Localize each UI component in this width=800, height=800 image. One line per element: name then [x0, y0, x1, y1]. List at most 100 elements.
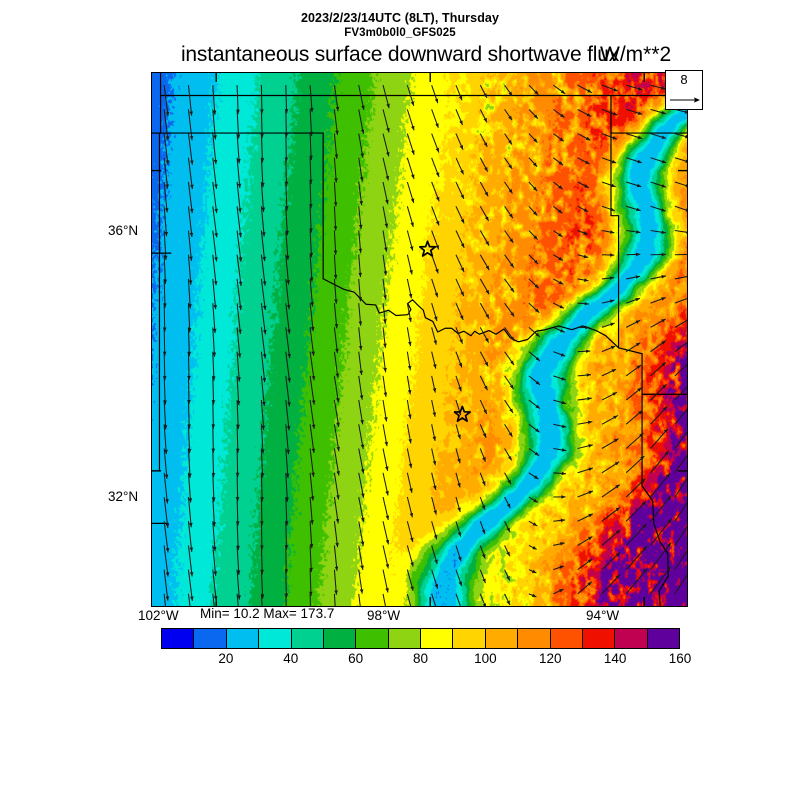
- wind-vector-head: [336, 422, 340, 427]
- wind-vector-head: [432, 436, 437, 442]
- wind-vector-head: [164, 449, 168, 455]
- wind-vector-head: [458, 386, 462, 392]
- wind-vector: [187, 85, 193, 116]
- wind-vector-head: [506, 576, 510, 581]
- wind-vector-head: [358, 224, 363, 230]
- wind-vector: [212, 424, 214, 453]
- wind-vector-head: [560, 542, 565, 546]
- wind-vector-head: [262, 256, 267, 262]
- wind-vector-head: [334, 566, 339, 571]
- wind-vector: [333, 472, 340, 500]
- wind-vector: [358, 496, 365, 523]
- wind-vector: [333, 327, 338, 354]
- wind-vector-head: [411, 125, 415, 131]
- wind-vector-head: [262, 281, 267, 286]
- wind-vector: [285, 327, 291, 359]
- wind-vector: [674, 319, 687, 328]
- lon-tick-98w: 98°W: [367, 608, 401, 623]
- wind-vector: [309, 85, 313, 113]
- wind-vector-head: [531, 569, 537, 574]
- wind-vector-head: [262, 401, 266, 407]
- wind-vector-head: [165, 499, 169, 504]
- wind-vector: [285, 278, 290, 310]
- wind-vector-head: [559, 565, 565, 570]
- wind-vector-head: [383, 367, 387, 373]
- wind-vector: [187, 109, 193, 141]
- colorbar-swatch-10: [485, 629, 519, 648]
- wind-vector-head: [286, 304, 291, 310]
- wind-vector-head: [335, 348, 339, 354]
- wind-vector-head: [287, 329, 291, 334]
- wind-vector-head: [506, 551, 510, 557]
- wind-vector: [260, 400, 265, 431]
- wind-vector: [309, 133, 312, 160]
- wind-vector-head: [459, 315, 464, 320]
- colorbar-swatch-11: [518, 629, 551, 648]
- wind-vector: [625, 568, 648, 595]
- wind-vector-head: [238, 281, 243, 286]
- wind-vector: [187, 181, 193, 214]
- wind-vector-head: [286, 425, 291, 431]
- wind-vector-head: [434, 98, 439, 104]
- wind-vector-head: [587, 89, 592, 93]
- wind-vector-head: [434, 292, 439, 298]
- wind-vector-head: [637, 135, 643, 140]
- wind-vector: [285, 472, 288, 502]
- wind-vector: [333, 351, 339, 378]
- lon-tick-102w: 102°W: [138, 608, 179, 623]
- wind-vector-head: [609, 230, 615, 234]
- wind-vector: [212, 351, 215, 381]
- wind-vector-head: [484, 191, 489, 197]
- wind-vector: [309, 230, 313, 258]
- wind-vector-head: [535, 356, 540, 361]
- wind-vector-head: [190, 184, 194, 190]
- wind-vector: [212, 472, 215, 502]
- wind-vector-head: [533, 114, 538, 119]
- wind-vector-head: [189, 256, 193, 261]
- wind-vector-head: [641, 501, 647, 506]
- wind-vector: [212, 400, 214, 429]
- wind-vector: [333, 448, 340, 476]
- wind-vector: [309, 545, 312, 573]
- wind-vector-head: [481, 553, 486, 559]
- wind-vector: [260, 545, 263, 575]
- wind-vector: [212, 230, 218, 262]
- wind-vector-head: [433, 364, 437, 369]
- wind-vector-head: [190, 160, 194, 165]
- wind-vector-head: [484, 361, 489, 367]
- wind-vector-head: [261, 232, 266, 237]
- wind-vector-head: [532, 186, 538, 192]
- wind-vector: [333, 399, 340, 427]
- wind-vector-head: [533, 259, 539, 264]
- wind-vector-head: [335, 518, 340, 524]
- wind-vector-head: [459, 120, 463, 126]
- wind-vector: [163, 593, 166, 606]
- wind-vector-head: [637, 387, 642, 392]
- wind-vector-head: [661, 86, 666, 90]
- wind-vector: [674, 363, 687, 377]
- wind-vector-head: [212, 110, 217, 115]
- wind-vector-head: [661, 159, 667, 164]
- colorbar-swatch-12: [550, 629, 583, 648]
- wind-vector: [163, 496, 169, 529]
- wind-vector-head: [334, 299, 338, 304]
- wind-vector-head: [662, 406, 668, 411]
- wind-vector-head: [635, 275, 641, 279]
- colorbar-tick-140: 140: [603, 651, 627, 666]
- wind-vector: [674, 502, 687, 522]
- wind-vector: [309, 448, 315, 477]
- wind-vector-head: [188, 498, 193, 503]
- wind-vector-head: [559, 137, 564, 142]
- wind-vector-head: [663, 428, 668, 433]
- station-star-marker: [418, 240, 437, 257]
- wind-vector-head: [358, 296, 363, 302]
- state-border: [322, 278, 643, 355]
- wind-vector: [406, 593, 412, 606]
- wind-vector: [625, 478, 646, 498]
- wind-vector-head: [661, 184, 667, 188]
- wind-vector-head: [309, 131, 314, 137]
- wind-vector-head: [385, 199, 389, 205]
- wind-vector-head: [358, 345, 363, 351]
- wind-vector-head: [635, 320, 641, 324]
- wind-vector: [187, 351, 190, 381]
